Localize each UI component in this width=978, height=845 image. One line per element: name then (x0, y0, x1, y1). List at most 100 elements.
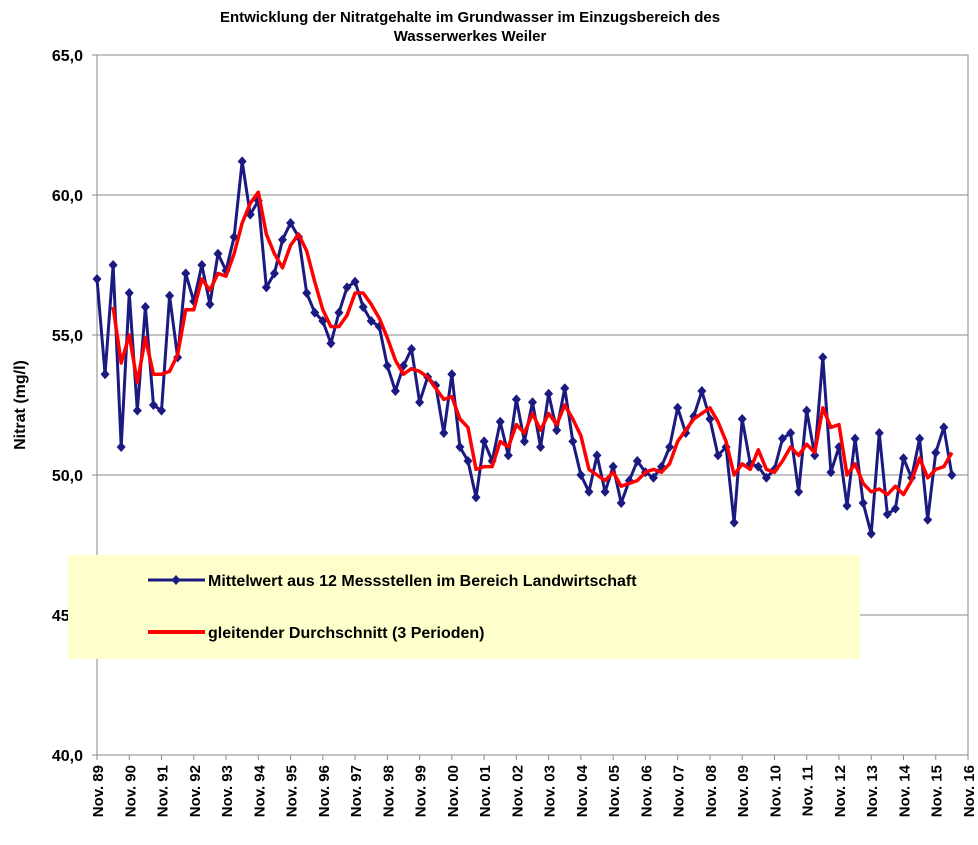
data-point (576, 470, 586, 480)
series-line (95, 159, 954, 536)
y-tick-label: 65,0 (52, 48, 83, 65)
x-tick-label: Nov. 09 (735, 765, 752, 817)
data-point (729, 517, 739, 528)
data-point (181, 268, 191, 279)
data-point (882, 509, 892, 520)
legend-label: Mittelwert aus 12 Messstellen im Bereich… (208, 573, 637, 590)
data-point (116, 442, 126, 452)
data-point (455, 442, 465, 452)
data-point (568, 436, 578, 447)
data-point (931, 447, 941, 458)
x-tick-label: Nov. 90 (122, 765, 139, 817)
data-point (140, 302, 150, 312)
data-point (197, 260, 207, 270)
data-point (818, 352, 828, 363)
data-point (673, 402, 683, 413)
data-point (124, 288, 134, 298)
data-point (479, 436, 489, 447)
legend-label: gleitender Durchschnitt (3 Perioden) (208, 625, 484, 642)
data-point (447, 369, 457, 380)
x-tick-label: Nov. 94 (251, 764, 268, 817)
x-tick-label: Nov. 07 (671, 765, 688, 817)
data-point (778, 433, 788, 444)
data-point (213, 248, 223, 259)
x-tick-label: Nov. 97 (348, 765, 365, 817)
data-point (528, 397, 537, 408)
data-point (802, 405, 812, 416)
data-point (495, 416, 505, 427)
y-tick-label: 55,0 (52, 328, 83, 345)
data-point (697, 386, 707, 396)
data-point (390, 386, 400, 396)
data-point (560, 383, 570, 394)
x-tick-label: Nov. 95 (284, 765, 301, 817)
data-point (544, 388, 554, 399)
x-tick-label: Nov. 04 (574, 764, 591, 817)
data-point (584, 486, 594, 497)
data-point (148, 400, 158, 410)
legend-box (68, 555, 860, 659)
data-point (947, 470, 957, 480)
data-point (761, 472, 771, 483)
data-point (850, 433, 860, 444)
x-tick-label: Nov. 13 (864, 765, 881, 817)
series-line (111, 190, 954, 497)
data-point (286, 218, 296, 228)
data-point (439, 428, 449, 438)
data-point (366, 316, 376, 326)
data-point (503, 450, 513, 461)
data-point (939, 422, 949, 433)
data-point (342, 282, 352, 293)
x-tick-label: Nov. 99 (413, 765, 430, 817)
data-point (277, 234, 287, 245)
x-tick-label: Nov. 12 (832, 765, 849, 817)
x-tick-label: Nov. 92 (187, 765, 204, 817)
data-point (302, 288, 312, 298)
data-point (858, 498, 868, 508)
data-point (108, 260, 118, 270)
x-tick-label: Nov. 03 (542, 765, 559, 817)
data-point (794, 486, 804, 497)
chart-title: Entwicklung der Nitratgehalte im Grundwa… (220, 9, 720, 26)
data-point (616, 498, 626, 508)
data-point (713, 450, 723, 461)
data-point (536, 442, 546, 452)
data-point (737, 414, 747, 424)
x-tick-label: Nov. 15 (929, 765, 946, 817)
data-point (350, 276, 360, 287)
data-point (810, 450, 820, 461)
x-tick-label: Nov. 06 (638, 765, 655, 817)
data-point (608, 461, 618, 472)
plot-border (96, 54, 969, 756)
data-point (326, 338, 336, 349)
x-tick-label: Nov. 98 (380, 765, 397, 817)
data-point (471, 492, 481, 503)
x-tick-label: Nov. 08 (703, 765, 720, 817)
data-point (519, 436, 529, 447)
x-tick-label: Nov. 89 (90, 765, 107, 817)
chart-title: Wasserwerkes Weiler (394, 28, 547, 45)
data-point (898, 453, 908, 464)
x-tick-label: Nov. 16 (961, 765, 978, 817)
x-tick-label: Nov. 01 (477, 765, 494, 817)
data-point (648, 472, 658, 483)
data-point (632, 456, 642, 466)
y-tick-label: 60,0 (52, 188, 83, 205)
data-point (205, 299, 215, 310)
data-point (786, 428, 796, 438)
x-tick-label: Nov. 91 (155, 765, 172, 817)
data-point (600, 486, 610, 497)
data-point (463, 456, 473, 466)
x-tick-label: Nov. 93 (219, 765, 236, 817)
x-tick-label: Nov. 02 (509, 765, 526, 817)
x-tick-label: Nov. 10 (767, 765, 784, 817)
data-point (826, 467, 836, 478)
data-point (753, 461, 763, 472)
data-point (511, 394, 521, 405)
data-point (923, 514, 933, 525)
data-point (705, 414, 715, 424)
data-point (874, 428, 884, 438)
data-point (915, 433, 925, 444)
data-point (269, 268, 279, 279)
